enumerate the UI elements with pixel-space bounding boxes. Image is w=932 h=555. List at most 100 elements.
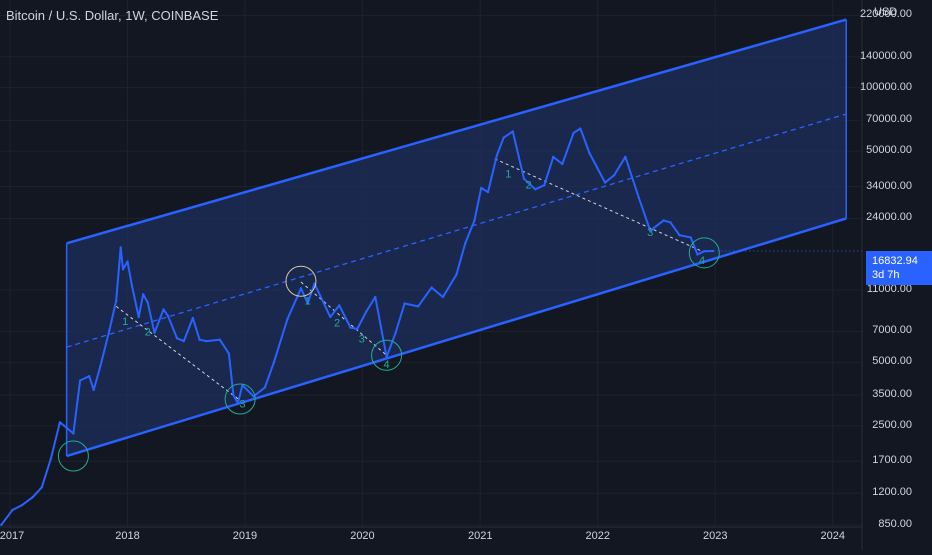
price-tick-label: 2500.00 [872,418,912,431]
price-point [306,302,309,305]
price-point [561,162,564,166]
wave-label: 2 [145,326,151,338]
price-tick-label: 50000.00 [866,144,912,157]
time-tick-label: 2017 [0,530,25,542]
price-point [92,388,95,392]
wave-label: 4 [699,255,705,267]
wave-label: 3 [239,399,245,411]
price-point [579,127,582,130]
price-point [142,293,145,296]
price-point [624,155,627,159]
price-point [299,287,303,290]
price-tick-label: 140000.00 [860,49,912,62]
price-point [356,327,359,331]
price-point [108,328,111,332]
price-point [114,299,118,302]
price-tick-label: 24000.00 [866,211,912,224]
price-point [365,310,368,313]
last-price-value: 16832.94 [872,255,918,267]
price-point [455,273,458,276]
price-point [511,130,514,133]
time-tick-label: 2024 [820,530,845,542]
price-tick-label: 5000.00 [872,355,912,368]
price-point [349,326,352,329]
price-point [678,234,681,237]
price-point [49,457,53,460]
price-point [153,331,156,334]
price-point [0,523,3,527]
highlight-circle [371,339,403,371]
price-point [20,504,23,507]
price-point [137,315,140,319]
channel-fill [66,19,847,457]
price-point [205,339,208,343]
price-point [263,386,267,389]
candle-countdown: 3d 7h [872,269,900,281]
trend-line [300,281,387,356]
price-tick-label: 1700.00 [872,454,912,467]
price-point [126,260,129,263]
price-point [689,236,692,239]
price-point [182,339,185,343]
price-tick-label: 1200.00 [872,486,912,499]
wave-label: 3 [647,227,653,239]
wave-label: 1 [122,316,128,328]
price-point [65,426,68,429]
time-tick-label: 2020 [350,530,375,542]
price-point [313,282,316,285]
highlight-circle [224,383,256,415]
trend-line [494,158,703,252]
price-point [31,495,35,499]
price-point [385,355,388,359]
price-point [612,173,616,177]
price-point [649,229,652,232]
price-point [191,316,195,320]
price-tick-label: 70000.00 [866,113,912,126]
wave-label: 4 [384,359,390,371]
price-tick-label: 3500.00 [872,388,912,401]
price-point [218,338,222,341]
price-point [534,188,537,191]
price-point [502,136,505,139]
price-point [227,352,231,355]
trend-line [115,306,241,401]
price-point [473,219,476,222]
price-point [552,155,555,159]
price-tick-label: 850.00 [878,517,912,530]
price-point [522,177,526,180]
price-tick-label: 220000.00 [860,8,912,21]
symbol-title[interactable]: Bitcoin / U.S. Dollar, 1W, COINBASE [6,8,219,23]
price-point [198,338,201,341]
price-tick-label: 11000.00 [866,283,912,296]
price-point [146,301,149,304]
price-tick-label: 100000.00 [860,80,912,93]
price-point [40,486,44,489]
wave-label: 3 [359,334,365,346]
wave-label: 1 [305,295,311,307]
price-point [329,315,332,319]
price-point [669,221,672,224]
price-point [87,374,91,378]
price-point [394,331,397,334]
last-price-badge: 16832.94 3d 7h [866,251,932,285]
price-point [58,421,62,424]
price-point [480,186,483,190]
price-point [99,364,102,368]
price-tick-label: 34000.00 [866,179,912,192]
price-point [543,184,546,187]
wave-label: 2 [525,180,531,192]
price-point [603,181,607,184]
price-point [175,337,179,340]
price-point [338,304,341,307]
price-point [416,305,420,308]
price-point [588,151,591,155]
currency-label: USD [874,6,898,18]
time-tick-label: 2018 [115,530,140,542]
channel-upper-line [66,18,847,245]
price-point [637,196,641,200]
wave-label: 2 [334,317,340,329]
price-point [72,432,75,435]
price-point [130,284,134,288]
